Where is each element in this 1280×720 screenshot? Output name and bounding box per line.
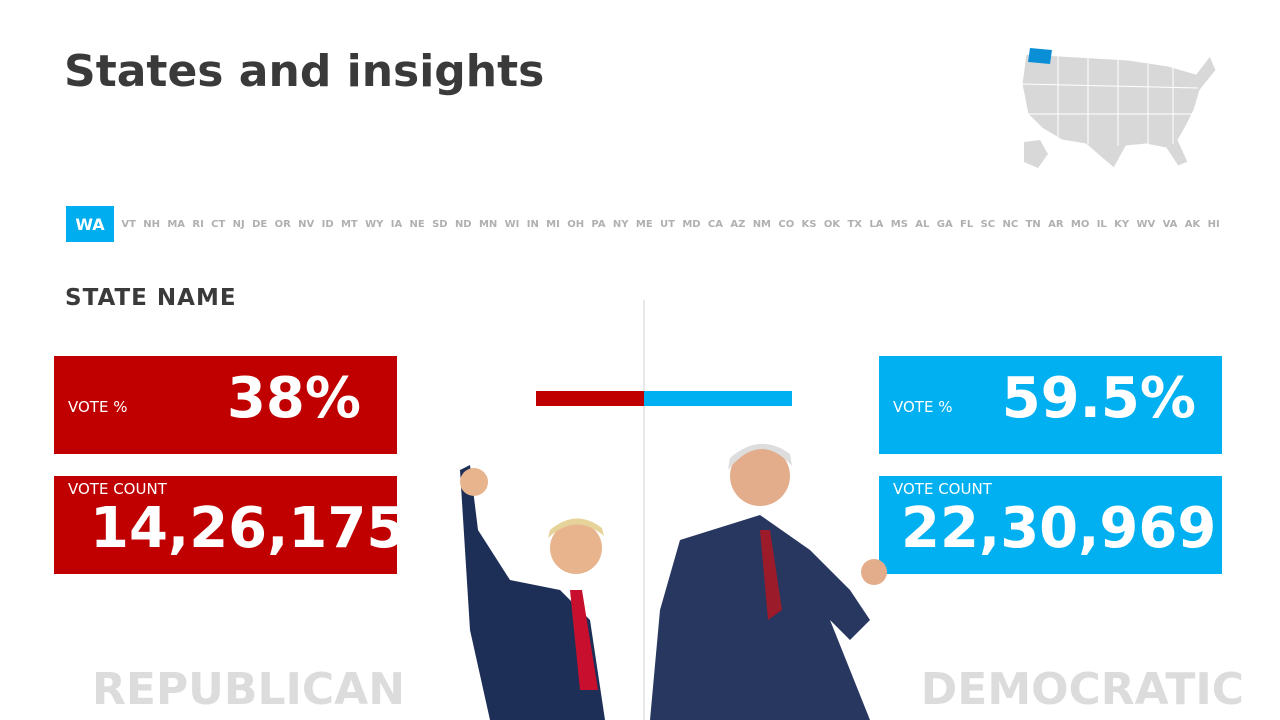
state-tab[interactable]: NJ — [232, 218, 245, 230]
state-tab[interactable]: IN — [526, 218, 539, 230]
state-tab[interactable]: ME — [635, 218, 653, 230]
state-tab[interactable]: NV — [298, 218, 315, 230]
state-tab[interactable]: FL — [960, 218, 974, 230]
state-tab[interactable]: MS — [890, 218, 908, 230]
rep-count-label: VOTE COUNT — [68, 480, 167, 498]
state-tab[interactable]: MO — [1070, 218, 1090, 230]
state-tab[interactable]: MN — [478, 218, 498, 230]
state-tab[interactable]: SC — [980, 218, 996, 230]
state-tab[interactable]: NE — [409, 218, 425, 230]
state-tab[interactable]: OK — [823, 218, 841, 230]
center-graphic — [460, 300, 887, 720]
state-tab[interactable]: NY — [612, 218, 629, 230]
state-tab[interactable]: MT — [340, 218, 358, 230]
state-tab[interactable]: AK — [1184, 218, 1201, 230]
state-tab[interactable]: TN — [1025, 218, 1041, 230]
state-tab[interactable]: ID — [321, 218, 334, 230]
rep-pct: 38% — [226, 366, 361, 431]
state-tab[interactable]: KY — [1114, 218, 1130, 230]
party-label: REPUBLICAN — [92, 664, 406, 715]
rep-count-box: VOTE COUNT 14,26,175 — [54, 476, 405, 574]
state-tab[interactable]: MI — [546, 218, 560, 230]
state-tab[interactable]: NH — [143, 218, 160, 230]
state-tab[interactable]: NC — [1002, 218, 1019, 230]
state-tab[interactable]: OR — [274, 218, 291, 230]
state-tab[interactable]: AL — [915, 218, 930, 230]
dem-count-box: VOTE COUNT 22,30,969 — [879, 476, 1222, 574]
state-tab[interactable]: CT — [211, 218, 226, 230]
dem-pct: 59.5% — [1001, 366, 1196, 431]
dem-count: 22,30,969 — [901, 496, 1217, 561]
rep-count: 14,26,175 — [90, 496, 406, 561]
state-tab[interactable]: SD — [432, 218, 448, 230]
state-tabs: WA VT NH MA RI CT NJ DE OR NV ID MT WY IA NE SD ND MN WI I… — [66, 206, 1220, 242]
state-tab-selected[interactable]: WA — [66, 206, 114, 242]
rep-pct-box: VOTE % 38% — [54, 356, 397, 454]
us-map — [1021, 48, 1217, 169]
state-tab[interactable]: LA — [869, 218, 884, 230]
dem-pct-label: VOTE % — [893, 398, 953, 416]
state-tab[interactable]: MA — [167, 218, 186, 230]
state-tab[interactable]: CO — [778, 218, 795, 230]
state-tab[interactable]: KS — [801, 218, 817, 230]
rep-pct-label: VOTE % — [68, 398, 128, 416]
party-label: DEMOCRATIC — [920, 664, 1244, 715]
dem-pct-box: VOTE % 59.5% — [879, 356, 1222, 454]
state-tab[interactable]: VA — [1162, 218, 1178, 230]
state-tab[interactable]: MD — [682, 218, 701, 230]
state-tab[interactable]: IA — [390, 218, 403, 230]
state-tab[interactable]: HI — [1207, 218, 1220, 230]
state-tab[interactable]: CA — [707, 218, 723, 230]
state-tab[interactable]: NM — [752, 218, 772, 230]
state-tab[interactable]: ND — [454, 218, 472, 230]
title: States and insights — [64, 46, 545, 97]
state-tab[interactable]: GA — [936, 218, 953, 230]
state-tab[interactable]: WI — [504, 218, 520, 230]
state-tab[interactable]: WY — [365, 218, 384, 230]
state-tab[interactable]: AR — [1048, 218, 1064, 230]
state-name: STATE NAME — [65, 285, 237, 311]
state-tab[interactable]: RI — [192, 218, 204, 230]
state-tab[interactable]: PA — [591, 218, 606, 230]
state-tab[interactable]: WV — [1136, 218, 1156, 230]
dem-count-label: VOTE COUNT — [893, 480, 992, 498]
state-tab[interactable]: UT — [660, 218, 675, 230]
state-tab[interactable]: AZ — [730, 218, 746, 230]
state-tab[interactable]: VT — [121, 218, 136, 230]
state-tab[interactable]: DE — [252, 218, 268, 230]
state-tab[interactable]: IL — [1096, 218, 1107, 230]
state-tab[interactable]: OH — [567, 218, 585, 230]
state-tab[interactable]: TX — [847, 218, 862, 230]
